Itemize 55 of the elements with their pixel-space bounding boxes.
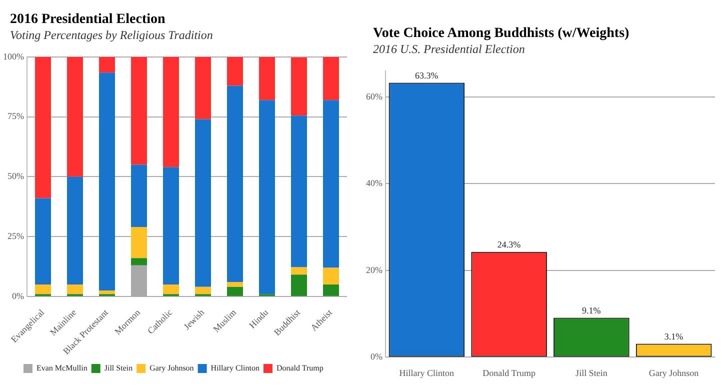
chart-title: Vote Choice Among Buddhists (w/Weights) bbox=[372, 26, 630, 42]
x-tick-label: Gary Johnson bbox=[648, 368, 700, 378]
chart-subtitle: 2016 U.S. Presidential Election bbox=[372, 42, 526, 57]
y-tick-label: 100% bbox=[2, 51, 24, 62]
bar bbox=[291, 57, 307, 116]
bar bbox=[99, 72, 115, 290]
x-tick-label: Donald Trump bbox=[482, 368, 536, 378]
bar bbox=[131, 258, 147, 266]
y-tick-label: 25% bbox=[7, 230, 24, 241]
bar bbox=[163, 167, 179, 284]
x-tick-label: Hillary Clinton bbox=[399, 368, 455, 378]
bar bbox=[67, 57, 83, 177]
bar bbox=[195, 119, 211, 287]
bar bbox=[291, 116, 307, 268]
bar bbox=[163, 57, 179, 168]
bar bbox=[323, 268, 339, 284]
bar bbox=[34, 57, 51, 198]
chart-title: 2016 Presidential Election bbox=[9, 12, 166, 28]
bar bbox=[259, 100, 275, 294]
data-label: 3.1% bbox=[664, 332, 684, 342]
bar bbox=[131, 164, 147, 228]
bar bbox=[34, 198, 51, 284]
bar bbox=[195, 286, 211, 294]
bar bbox=[163, 284, 179, 294]
bar bbox=[227, 86, 243, 282]
bar bbox=[227, 286, 243, 296]
bar bbox=[291, 267, 307, 275]
y-tick-label: 40% bbox=[366, 178, 383, 188]
bar bbox=[67, 176, 83, 284]
legend-label: Evan McMullin bbox=[36, 364, 88, 373]
chart-subtitle: Voting Percentages by Religious Tradition bbox=[9, 28, 214, 43]
x-tick-label: Jill Stein bbox=[576, 368, 608, 378]
bar bbox=[323, 57, 339, 100]
y-tick-label: 20% bbox=[366, 264, 383, 275]
bar bbox=[195, 57, 211, 120]
bar bbox=[291, 274, 307, 296]
y-tick-label: 0% bbox=[12, 290, 24, 301]
bar bbox=[34, 284, 51, 294]
bar bbox=[227, 57, 243, 86]
bar bbox=[131, 57, 147, 165]
bar bbox=[99, 290, 115, 294]
data-label: 9.1% bbox=[582, 306, 602, 316]
bar bbox=[323, 284, 339, 296]
data-label: 63.3% bbox=[415, 70, 439, 81]
data-label: 24.3% bbox=[497, 240, 522, 250]
bar bbox=[99, 57, 115, 73]
y-tick-label: 60% bbox=[366, 91, 383, 102]
bar bbox=[131, 227, 147, 258]
bar bbox=[323, 100, 339, 268]
bar bbox=[67, 284, 83, 294]
y-tick-label: 75% bbox=[7, 111, 24, 122]
bar bbox=[259, 57, 275, 100]
bar bbox=[227, 282, 243, 287]
y-tick-label: 50% bbox=[7, 171, 24, 182]
y-tick-label: 0% bbox=[370, 352, 383, 362]
